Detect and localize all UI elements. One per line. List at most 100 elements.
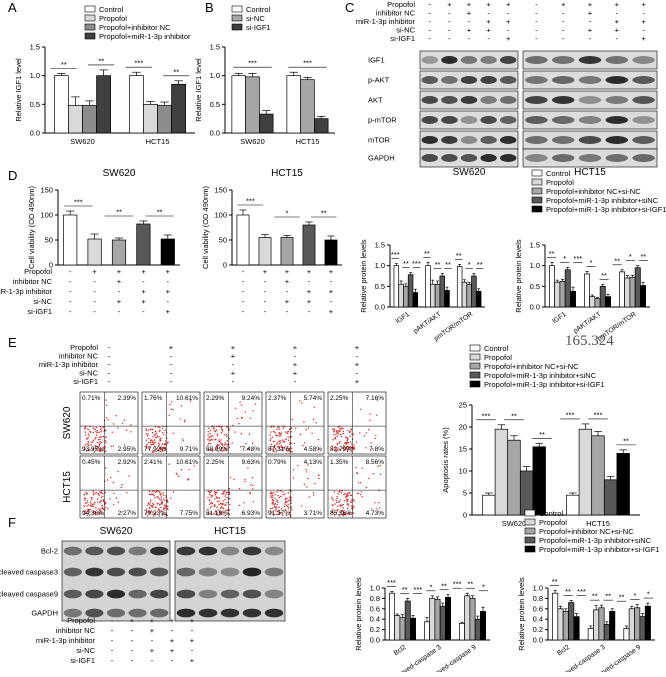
event-dot [228,493,231,496]
bar [634,607,641,641]
event-dot [163,494,165,497]
flow-plot [141,391,201,455]
event-dot [96,431,98,434]
event-dot [218,444,220,446]
event-dot [145,513,147,515]
event-dot [104,467,107,469]
event-dot [305,429,308,431]
legend-label: Propofol+inhibitor NC+si-NC [484,362,579,371]
event-dot [86,505,88,507]
bar [507,439,521,516]
event-dot [341,447,344,449]
event-dot [279,442,282,444]
legend-swatch [84,32,96,40]
blot-band [242,546,262,556]
event-dot [220,506,223,508]
event-dot [163,513,165,515]
blot-band [264,589,284,599]
bar [562,611,569,641]
event-dot [113,423,115,425]
event-dot [293,469,295,471]
blot-band [551,96,575,104]
event-dot [286,501,288,503]
event-dot [339,441,341,443]
quadrant-value: 8.56% [366,459,385,466]
quadrant-value: 4.13% [304,459,323,466]
event-dot [88,450,90,452]
event-dot [223,434,225,436]
event-dot [341,514,343,516]
event-dot [215,513,217,516]
event-dot [287,450,289,452]
event-dot [221,513,223,515]
event-dot [193,465,196,467]
event-dot [244,411,246,413]
legend-label: Propofol+inhibitor NC+si-NC [546,187,641,196]
event-dot [346,438,349,441]
event-dot [228,513,231,516]
blot-band [632,136,655,144]
treatment-sign: - [93,277,96,286]
treatment-sign: - [330,277,333,286]
treatment-sign: + [117,267,122,276]
event-dot [370,442,372,444]
y-tick-label: 0 [223,261,227,270]
event-dot [252,410,254,412]
event-dot [98,444,101,446]
event-dot [94,438,96,440]
significance-label: *** [74,198,83,207]
event-dot [249,417,251,419]
event-dot [113,492,115,495]
event-dot [209,507,212,509]
event-dot [88,435,90,437]
legend-swatch [231,23,243,31]
x-tick-label: HCT15 [296,137,320,146]
bar [136,223,151,266]
legend-swatch [84,23,96,31]
treatment-sign: - [69,277,72,286]
event-dot [352,512,355,515]
event-dot [98,513,101,515]
quadrant-value: 10.61% [176,395,198,402]
significance-label: * [468,260,471,269]
event-dot [353,500,355,502]
event-dot [121,422,124,425]
bar [434,283,441,308]
bar [559,281,566,308]
blot-band [525,76,548,84]
event-dot [345,436,347,438]
bar [143,103,158,134]
event-dot [248,433,251,435]
event-dot [148,493,150,495]
event-dot [337,431,339,434]
treatment-sign: - [111,636,114,645]
event-dot [361,467,363,469]
event-dot [336,429,338,432]
event-dot [277,494,279,497]
bar [629,276,636,308]
event-dot [223,449,225,452]
event-dot [271,448,273,450]
bar [300,79,315,134]
treatment-sign: + [355,360,360,369]
event-dot [311,432,313,434]
event-dot [349,441,352,443]
event-dot [343,446,345,448]
legend-label: Control [546,169,571,178]
event-dot [222,493,224,495]
event-dot [158,504,161,506]
quadrant-value: 87.31% [268,446,290,453]
event-dot [154,445,156,447]
event-dot [338,429,340,432]
event-dot [280,434,282,436]
treatment-sign: - [264,307,267,316]
legend-swatch [524,518,536,526]
event-dot [94,445,96,447]
event-dot [209,494,211,496]
event-dot [210,449,212,451]
event-dot [159,438,161,440]
event-dot [160,506,162,509]
bar [245,76,260,134]
event-dot [92,492,94,494]
event-dot [336,510,339,512]
